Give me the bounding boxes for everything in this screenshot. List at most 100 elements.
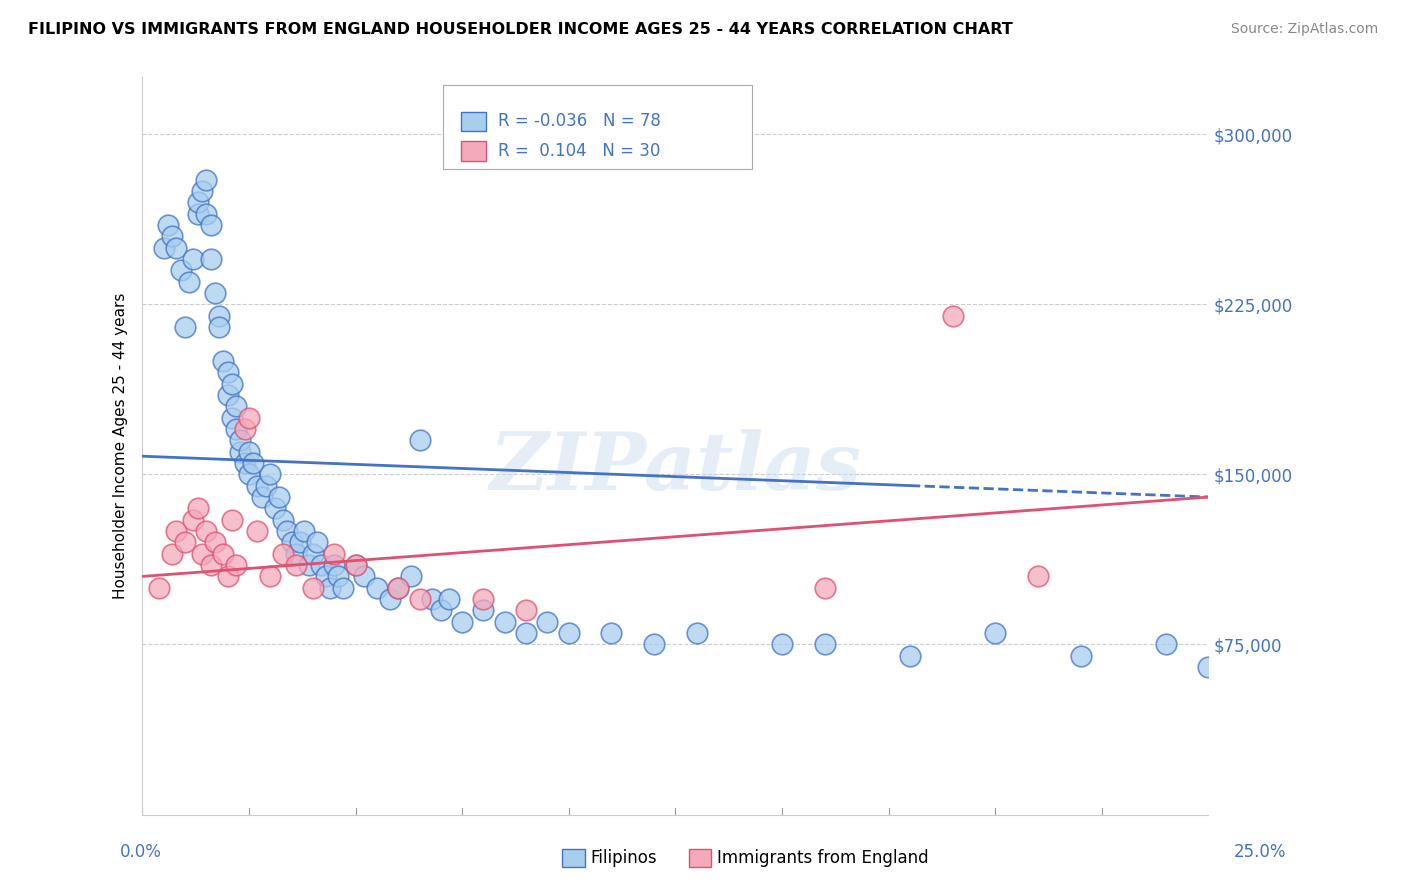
Point <box>183 252 205 266</box>
Point <box>323 547 346 561</box>
Point <box>195 524 218 538</box>
Point <box>643 637 665 651</box>
Point <box>271 547 294 561</box>
Text: FILIPINO VS IMMIGRANTS FROM ENGLAND HOUSEHOLDER INCOME AGES 25 - 44 YEARS CORREL: FILIPINO VS IMMIGRANTS FROM ENGLAND HOUS… <box>28 22 1012 37</box>
Point <box>156 218 179 232</box>
Point <box>399 569 422 583</box>
Point <box>250 490 273 504</box>
Point <box>280 535 302 549</box>
Point <box>536 615 558 629</box>
Text: R =  0.104   N = 30: R = 0.104 N = 30 <box>498 142 659 160</box>
Point <box>179 275 201 289</box>
Point <box>191 547 214 561</box>
Point <box>208 320 231 334</box>
Point <box>263 501 285 516</box>
Point <box>408 592 430 607</box>
Point <box>814 637 837 651</box>
Point <box>311 558 333 572</box>
Point <box>284 547 307 561</box>
Point <box>217 569 239 583</box>
Point <box>328 569 350 583</box>
Text: Immigrants from England: Immigrants from England <box>717 849 929 867</box>
Text: ZIPatlas: ZIPatlas <box>489 429 862 507</box>
Point <box>229 444 252 458</box>
Point <box>174 535 197 549</box>
Point <box>307 535 329 549</box>
Point <box>246 524 269 538</box>
Point <box>187 195 209 210</box>
Text: 25.0%: 25.0% <box>1234 843 1286 861</box>
Point <box>378 592 401 607</box>
Point <box>195 172 218 186</box>
Point <box>472 592 495 607</box>
Point <box>298 558 321 572</box>
Point <box>238 467 260 482</box>
Point <box>353 569 375 583</box>
Point <box>191 184 214 198</box>
Point <box>494 615 516 629</box>
Point <box>242 456 264 470</box>
Point <box>238 410 260 425</box>
Point <box>288 535 311 549</box>
Point <box>420 592 443 607</box>
Point <box>686 626 709 640</box>
Point <box>212 354 235 368</box>
Point <box>233 456 256 470</box>
Point <box>200 558 222 572</box>
Point <box>259 569 281 583</box>
Text: Filipinos: Filipinos <box>591 849 657 867</box>
Point <box>165 241 187 255</box>
Point <box>238 444 260 458</box>
Point <box>183 513 205 527</box>
Point <box>254 478 277 492</box>
Point <box>200 218 222 232</box>
Point <box>246 478 269 492</box>
Point <box>344 558 367 572</box>
Point <box>344 558 367 572</box>
Point <box>148 581 170 595</box>
Point <box>898 648 921 663</box>
Point <box>472 603 495 617</box>
Point <box>200 252 222 266</box>
Point <box>276 524 298 538</box>
Point <box>302 547 325 561</box>
Point <box>267 490 290 504</box>
Point <box>1026 569 1049 583</box>
Point <box>1070 648 1092 663</box>
Point <box>515 603 537 617</box>
Point <box>292 524 315 538</box>
Point <box>323 558 346 572</box>
Point <box>284 558 307 572</box>
Point <box>225 422 247 436</box>
Point <box>170 263 193 277</box>
Y-axis label: Householder Income Ages 25 - 44 years: Householder Income Ages 25 - 44 years <box>114 293 128 599</box>
Point <box>221 376 243 391</box>
Point <box>174 320 197 334</box>
Point <box>165 524 187 538</box>
Point <box>315 569 337 583</box>
Point <box>204 535 226 549</box>
Point <box>984 626 1007 640</box>
Point <box>600 626 623 640</box>
Point <box>814 581 837 595</box>
Point <box>233 422 256 436</box>
Point <box>408 434 430 448</box>
Point <box>187 206 209 220</box>
Point <box>160 547 183 561</box>
Point <box>271 513 294 527</box>
Point <box>387 581 409 595</box>
Point <box>229 434 252 448</box>
Point <box>212 547 235 561</box>
Point <box>259 467 281 482</box>
Point <box>1198 660 1220 674</box>
Point <box>152 241 174 255</box>
Text: Source: ZipAtlas.com: Source: ZipAtlas.com <box>1230 22 1378 37</box>
Point <box>770 637 793 651</box>
Point <box>366 581 388 595</box>
Point <box>221 513 243 527</box>
Point <box>217 365 239 379</box>
Text: R = -0.036   N = 78: R = -0.036 N = 78 <box>498 112 661 130</box>
Point <box>208 309 231 323</box>
Point <box>204 285 226 300</box>
Point <box>217 388 239 402</box>
